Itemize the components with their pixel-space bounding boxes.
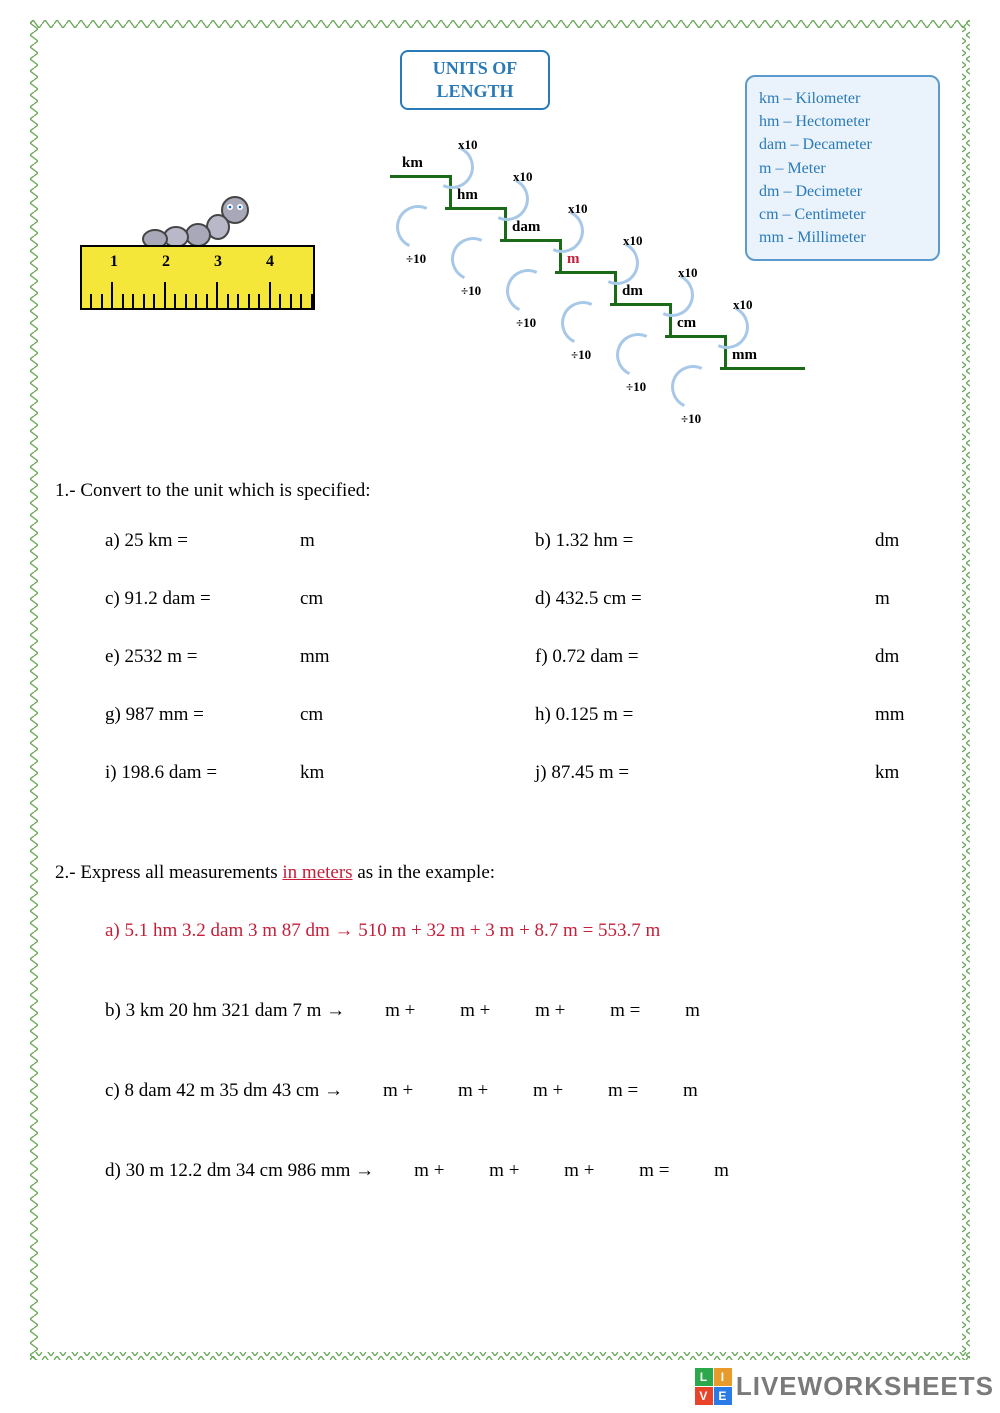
conversion-item: i) 198.6 dam = km [105,762,525,790]
conversion-item: d) 432.5 cm = m [525,588,945,616]
stair-unit-label: dam [512,219,540,236]
conversion-item: e) 2532 m = mm [105,646,525,674]
conversion-target-unit: km [300,762,324,784]
conversion-label: d) 432.5 cm = [535,588,642,610]
stair-unit-label: km [402,155,423,172]
conversion-target-unit: mm [300,646,330,668]
stair-down-label: x10 [678,265,698,281]
question-1-prompt: 1.- Convert to the unit which is specifi… [55,480,945,502]
conversion-label: e) 2532 m = [105,646,198,668]
stair-up-label: ÷10 [681,411,701,427]
watermark-text: LIVEWORKSHEETS [736,1371,994,1402]
conversion-target-unit: dm [875,646,899,668]
question-2-row: d) 30 m 12.2 dm 34 cm 986 mm →m + m + m … [55,1160,945,1182]
conversion-label: b) 1.32 hm = [535,530,633,552]
stair-up-arrow-icon [555,295,611,351]
stair-up-arrow-icon [610,327,666,383]
conversion-target-unit: cm [300,704,323,726]
conversion-item: h) 0.125 m = mm [525,704,945,732]
conversion-label: a) 25 km = [105,530,188,552]
conversion-target-unit: m [300,530,315,552]
conversion-label: c) 91.2 dam = [105,588,211,610]
conversion-grid: a) 25 km = m b) 1.32 hm = dm c) 91.2 dam = cm… [55,530,945,790]
conversion-label: j) 87.45 m = [535,762,629,784]
conversion-target-unit: cm [300,588,323,610]
ruler-icon: 1 2 3 4 [80,245,315,310]
legend-line: km – Kilometer [759,87,926,110]
stair-unit-label: cm [677,315,696,332]
title-box: UNITS OF LENGTH [400,50,550,110]
stair-up-arrow-icon [390,199,446,255]
stair-up-label: ÷10 [516,315,536,331]
stair-unit-label: mm [732,347,757,364]
question-2-prompt: 2.- Express all measurements in meters a… [55,862,945,884]
stair-up-label: ÷10 [461,283,481,299]
conversion-target-unit: dm [875,530,899,552]
stair-up-label: ÷10 [406,251,426,267]
stair-down-label: x10 [513,169,533,185]
liveworksheets-watermark: LIVE LIVEWORKSHEETS [695,1368,994,1405]
stair-unit-label: dm [622,283,643,300]
conversion-label: f) 0.72 dam = [535,646,639,668]
conversion-target-unit: mm [875,704,905,726]
conversion-label: i) 198.6 dam = [105,762,217,784]
stair-down-label: x10 [458,137,478,153]
conversion-item: f) 0.72 dam = dm [525,646,945,674]
conversion-target-unit: m [875,588,890,610]
conversion-target-unit: km [875,762,899,784]
stair-up-arrow-icon [445,231,501,287]
conversion-item: b) 1.32 hm = dm [525,530,945,558]
conversion-item: j) 87.45 m = km [525,762,945,790]
live-badge-icon: LIVE [695,1368,732,1405]
stair-unit-label: m [567,251,580,268]
stair-unit-label: hm [457,187,478,204]
question-2-emphasis: in meters [282,862,352,883]
stair-up-arrow-icon [665,359,721,415]
conversion-label: h) 0.125 m = [535,704,633,726]
question-2-row: b) 3 km 20 hm 321 dam 7 m →m + m + m + m… [55,1000,945,1022]
stairs-diagram: km hm dam m dm cm mm x10 ÷10 x10 ÷10 x10 ÷10 x10 ÷10 x1… [390,120,790,460]
stair-up-label: ÷10 [626,379,646,395]
title-text: UNITS OF LENGTH [402,57,548,104]
conversion-item: a) 25 km = m [105,530,525,558]
ruler-illustration: 1 2 3 4 [80,190,330,320]
question-2-example: a) 5.1 hm 3.2 dam 3 m 87 dm → 510 m + 32… [55,920,945,942]
stair-up-arrow-icon [500,263,556,319]
stair-down-label: x10 [568,201,588,217]
conversion-item: c) 91.2 dam = cm [105,588,525,616]
conversion-item: g) 987 mm = cm [105,704,525,732]
stair-down-label: x10 [733,297,753,313]
conversion-label: g) 987 mm = [105,704,204,726]
worm-icon [140,195,260,250]
stair-up-label: ÷10 [571,347,591,363]
stair-down-label: x10 [623,233,643,249]
question-2-row: c) 8 dam 42 m 35 dm 43 cm →m + m + m + m… [55,1080,945,1102]
